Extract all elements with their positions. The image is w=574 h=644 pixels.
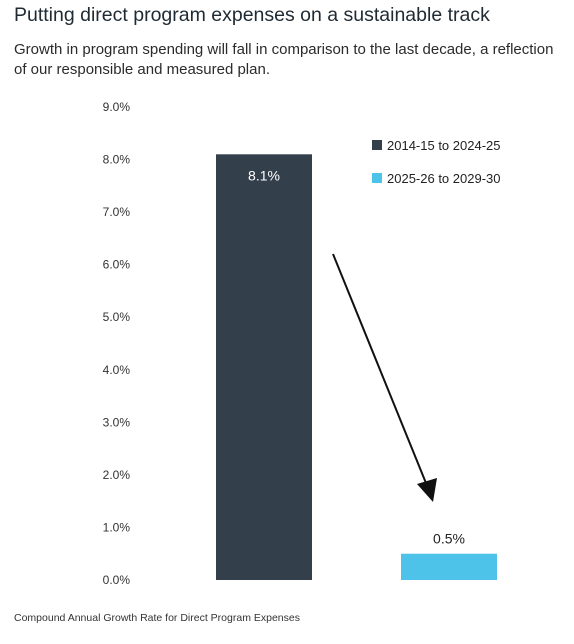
chart-subtitle: Growth in program spending will fall in … bbox=[14, 41, 554, 78]
legend-swatch-1 bbox=[372, 140, 382, 150]
legend-label-1: 2014-15 to 2024-25 bbox=[387, 138, 500, 153]
bar-1 bbox=[216, 154, 312, 581]
data-labels-group: 8.1% 0.5% bbox=[248, 167, 465, 546]
legend-label-2: 2025-26 to 2029-30 bbox=[387, 171, 500, 186]
legend: 2014-15 to 2024-25 2025-26 to 2029-30 bbox=[372, 138, 500, 186]
y-tick-label: 7.0% bbox=[103, 205, 131, 219]
legend-swatch-2 bbox=[372, 173, 382, 183]
chart-footnote: Compound Annual Growth Rate for Direct P… bbox=[14, 612, 300, 624]
y-tick-label: 1.0% bbox=[103, 520, 131, 534]
data-label-1: 8.1% bbox=[248, 167, 280, 183]
y-tick-label: 8.0% bbox=[103, 153, 131, 167]
arrow-line bbox=[332, 253, 429, 489]
trend-arrow-annotation bbox=[332, 253, 437, 502]
y-tick-label: 3.0% bbox=[103, 415, 131, 429]
data-label-2: 0.5% bbox=[433, 531, 465, 547]
arrow-head bbox=[417, 478, 437, 502]
chart-title: Putting direct program expenses on a sus… bbox=[14, 4, 490, 26]
bar-2 bbox=[401, 553, 497, 580]
y-tick-label: 9.0% bbox=[103, 100, 131, 114]
y-tick-label: 4.0% bbox=[103, 363, 131, 377]
y-tick-label: 6.0% bbox=[103, 258, 131, 272]
bars-group bbox=[216, 154, 497, 581]
y-tick-label: 5.0% bbox=[103, 310, 131, 324]
y-tick-label: 2.0% bbox=[103, 468, 131, 482]
y-axis: 0.0% 1.0% 2.0% 3.0% 4.0% 5.0% 6.0% 7.0% 8.0% 9.0% bbox=[103, 100, 131, 587]
y-tick-label: 0.0% bbox=[103, 573, 131, 587]
